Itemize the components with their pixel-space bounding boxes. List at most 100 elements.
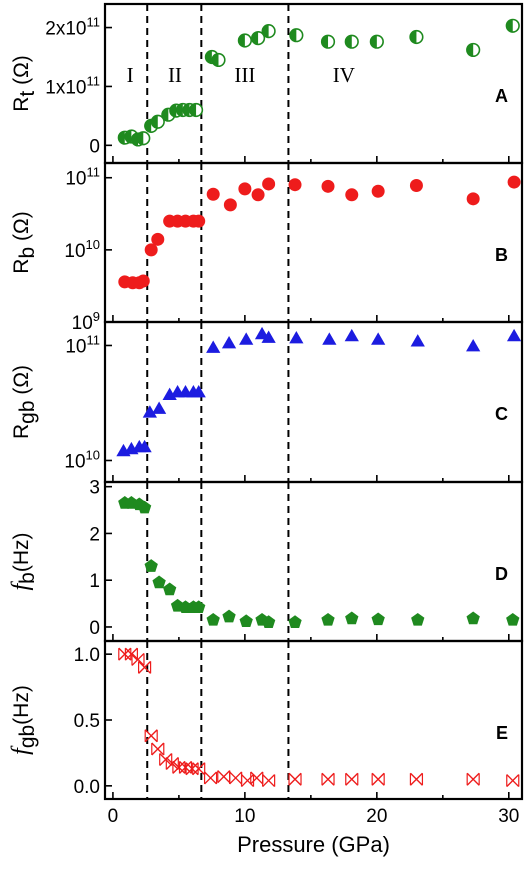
region-label: III: [234, 63, 255, 87]
data-point: [261, 23, 276, 39]
data-point: [136, 131, 151, 146]
y-tick-label: 1x1011: [45, 73, 100, 98]
data-point: [321, 179, 335, 193]
panel-label: C: [495, 404, 508, 424]
panel-label: B: [495, 245, 508, 265]
region-label: IV: [333, 63, 355, 87]
data-point: [188, 102, 204, 118]
y-tick-label: 3: [89, 478, 100, 499]
data-point: [152, 575, 166, 589]
panel-d: 0 1 2 3 Dfb(Hz): [8, 478, 524, 643]
data-point: [250, 31, 266, 46]
data-point: [409, 29, 424, 45]
data-point: [410, 334, 425, 347]
data-point: [144, 243, 158, 257]
data-point: [466, 338, 481, 352]
data-point: [371, 184, 385, 198]
data-point: [289, 330, 304, 344]
data-point: [191, 385, 206, 398]
data-point: [240, 774, 255, 788]
y-tick-label: 0.5: [74, 711, 100, 732]
data-point: [239, 614, 253, 628]
data-point: [237, 33, 252, 48]
y-axis-label: fgb(Hz): [8, 685, 39, 755]
panel-label: A: [495, 86, 508, 106]
data-point: [131, 652, 145, 666]
x-tick-label: 30: [498, 806, 519, 827]
data-point: [192, 214, 206, 228]
region-label: II: [168, 63, 182, 87]
data-point: [369, 34, 384, 49]
data-point: [409, 179, 423, 193]
data-point: [289, 28, 304, 43]
data-point: [150, 114, 165, 129]
data-point: [151, 232, 165, 246]
data-point: [151, 401, 167, 414]
data-point: [238, 182, 252, 196]
data-point: [344, 34, 359, 49]
y-tick-label: 2x1011: [45, 15, 100, 40]
data-point: [320, 34, 336, 49]
data-point: [161, 107, 176, 122]
data-point: [506, 612, 520, 626]
data-point: [506, 328, 522, 342]
data-point: [321, 612, 335, 626]
data-point: [506, 774, 520, 788]
data-point: [206, 187, 220, 201]
data-point: [137, 500, 152, 514]
data-point: [144, 729, 158, 743]
data-point: [136, 274, 150, 288]
y-tick-label: 1011: [65, 165, 100, 190]
y-axis-label: Rgb (Ω): [10, 365, 39, 439]
data-point: [192, 762, 206, 776]
data-point: [144, 559, 158, 572]
data-point: [507, 175, 521, 189]
data-point: [239, 332, 254, 345]
data-point: [163, 582, 177, 596]
panel-frame: [103, 320, 524, 484]
data-point: [371, 332, 386, 345]
data-point: [344, 328, 359, 342]
y-tick-label: 0: [89, 618, 100, 639]
data-point: [288, 615, 302, 628]
data-point: [466, 192, 480, 206]
y-tick-label: 1010: [64, 237, 100, 262]
data-point: [345, 772, 359, 786]
data-point: [411, 612, 425, 626]
data-point: [221, 336, 237, 349]
data-point: [262, 177, 276, 191]
y-tick-label: 0.0: [74, 777, 100, 798]
data-point: [466, 772, 480, 786]
data-point: [321, 772, 335, 786]
data-point: [203, 771, 218, 785]
data-point: [345, 188, 359, 202]
panel-label: E: [496, 723, 508, 743]
y-axis-label: Rb (Ω): [10, 211, 39, 273]
data-point: [371, 772, 385, 786]
x-tick-label: 0: [108, 806, 119, 827]
data-point: [222, 609, 236, 623]
y-tick-label: 0: [89, 136, 100, 157]
data-point: [211, 52, 226, 68]
data-point: [206, 340, 221, 353]
data-point: [142, 405, 157, 418]
x-tick-label: 10: [234, 806, 255, 827]
data-point: [151, 742, 165, 756]
data-point: [409, 772, 424, 786]
x-tick-label: 20: [366, 806, 387, 827]
panel-c: 1010 1011 C Rgb (Ω): [10, 320, 524, 484]
data-point: [137, 439, 152, 453]
data-point: [288, 772, 302, 786]
data-point: [345, 611, 359, 625]
panel-frame: [103, 161, 524, 324]
region-label: I: [127, 63, 134, 87]
data-point: [466, 42, 481, 58]
y-tick-label: 1010: [64, 447, 100, 472]
data-point: [371, 612, 385, 626]
data-point: [206, 612, 220, 626]
x-axis-label: Pressure (GPa): [237, 832, 390, 857]
data-point: [466, 611, 480, 625]
panel-label: D: [495, 564, 508, 584]
